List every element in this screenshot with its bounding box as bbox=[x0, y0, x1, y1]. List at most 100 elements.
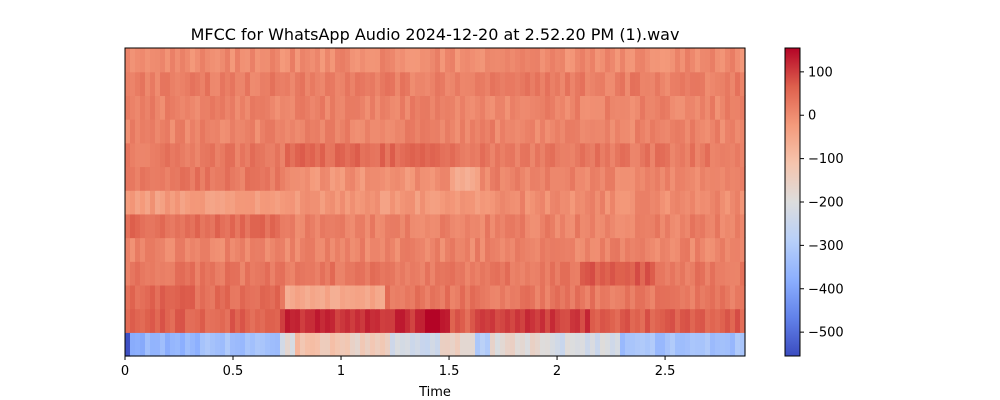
heatmap-cell bbox=[580, 95, 586, 120]
heatmap-cell bbox=[730, 284, 736, 310]
heatmap-cell bbox=[125, 71, 131, 96]
heatmap-cell bbox=[260, 261, 266, 286]
heatmap-cell bbox=[695, 142, 701, 168]
heatmap-cell bbox=[170, 213, 176, 239]
heatmap-cell bbox=[700, 237, 706, 262]
heatmap-cell bbox=[275, 166, 281, 191]
heatmap-cell bbox=[625, 237, 631, 262]
heatmap-cell bbox=[500, 237, 506, 262]
heatmap-cell bbox=[315, 284, 321, 310]
heatmap-cell bbox=[545, 332, 551, 357]
heatmap-cell bbox=[705, 332, 711, 357]
heatmap-cell bbox=[420, 190, 426, 215]
heatmap-cell bbox=[580, 213, 586, 239]
heatmap-cell bbox=[715, 213, 721, 239]
heatmap-cell bbox=[740, 142, 746, 168]
heatmap-cell bbox=[300, 213, 306, 239]
heatmap-cell bbox=[635, 119, 641, 144]
heatmap-cell bbox=[285, 261, 291, 286]
heatmap-cell bbox=[270, 166, 276, 191]
heatmap-cell bbox=[700, 166, 706, 191]
heatmap-cell bbox=[690, 332, 696, 357]
heatmap-cell bbox=[500, 308, 506, 333]
heatmap-cell bbox=[360, 95, 366, 120]
heatmap-cell bbox=[485, 142, 491, 168]
heatmap-cell bbox=[735, 71, 741, 96]
heatmap-cell bbox=[540, 190, 546, 215]
heatmap-cell bbox=[305, 48, 311, 73]
heatmap-cell bbox=[545, 48, 551, 73]
heatmap-cell bbox=[245, 190, 251, 215]
heatmap-cell bbox=[260, 142, 266, 168]
heatmap-cell bbox=[160, 284, 166, 310]
heatmap-cell bbox=[340, 190, 346, 215]
heatmap-cell bbox=[740, 237, 746, 262]
heatmap-cell bbox=[595, 213, 601, 239]
heatmap-cell bbox=[410, 95, 416, 120]
heatmap-cell bbox=[620, 261, 626, 286]
heatmap-cell bbox=[195, 261, 201, 286]
heatmap-cell bbox=[340, 261, 346, 286]
heatmap-cell bbox=[630, 213, 636, 239]
heatmap-cell bbox=[600, 237, 606, 262]
heatmap-cell bbox=[720, 166, 726, 191]
heatmap-cell bbox=[560, 71, 566, 96]
heatmap-cell bbox=[285, 213, 291, 239]
heatmap-cell bbox=[370, 237, 376, 262]
heatmap-cell bbox=[640, 237, 646, 262]
heatmap-cell bbox=[350, 95, 356, 120]
heatmap-cell bbox=[170, 142, 176, 168]
heatmap-cell bbox=[635, 332, 641, 357]
heatmap-cell bbox=[295, 190, 301, 215]
heatmap-cell bbox=[655, 332, 661, 357]
heatmap-cell bbox=[565, 261, 571, 286]
heatmap-cell bbox=[510, 261, 516, 286]
heatmap-cell bbox=[660, 284, 666, 310]
heatmap-cell bbox=[490, 308, 496, 333]
heatmap-cell bbox=[150, 308, 156, 333]
heatmap-cell bbox=[125, 308, 131, 333]
heatmap-cell bbox=[150, 190, 156, 215]
heatmap-cell bbox=[550, 237, 556, 262]
heatmap-cell bbox=[465, 190, 471, 215]
heatmap-cell bbox=[590, 119, 596, 144]
heatmap-cell bbox=[470, 284, 476, 310]
heatmap-cell bbox=[500, 261, 506, 286]
heatmap-cell bbox=[295, 213, 301, 239]
heatmap-cell bbox=[545, 119, 551, 144]
heatmap-cell bbox=[195, 213, 201, 239]
heatmap-cell bbox=[480, 119, 486, 144]
heatmap-cell bbox=[555, 190, 561, 215]
heatmap-cell bbox=[450, 261, 456, 286]
heatmap-cell bbox=[735, 166, 741, 191]
heatmap-cell bbox=[200, 48, 206, 73]
heatmap-cell bbox=[435, 237, 441, 262]
heatmap-cell bbox=[305, 284, 311, 310]
heatmap-cell bbox=[165, 237, 171, 262]
heatmap-cell bbox=[435, 213, 441, 239]
heatmap-cell bbox=[235, 142, 241, 168]
heatmap-cell bbox=[170, 237, 176, 262]
heatmap-cell bbox=[190, 95, 196, 120]
heatmap-cell bbox=[275, 95, 281, 120]
heatmap-cell bbox=[315, 261, 321, 286]
heatmap-cell bbox=[470, 261, 476, 286]
heatmap-cell bbox=[270, 71, 276, 96]
heatmap-cell bbox=[705, 213, 711, 239]
heatmap-cell bbox=[205, 142, 211, 168]
heatmap-cell bbox=[205, 261, 211, 286]
heatmap-cell bbox=[690, 142, 696, 168]
heatmap-cell bbox=[445, 95, 451, 120]
heatmap-cell bbox=[430, 48, 436, 73]
heatmap-cell bbox=[200, 284, 206, 310]
heatmap-cell bbox=[535, 71, 541, 96]
heatmap-cell bbox=[685, 308, 691, 333]
heatmap-cell bbox=[455, 71, 461, 96]
heatmap-cell bbox=[255, 48, 261, 73]
heatmap-cell bbox=[730, 237, 736, 262]
heatmap-cell bbox=[155, 119, 161, 144]
heatmap-cell bbox=[295, 332, 301, 357]
heatmap-cell bbox=[325, 237, 331, 262]
heatmap-cell bbox=[590, 48, 596, 73]
heatmap-cell bbox=[620, 308, 626, 333]
